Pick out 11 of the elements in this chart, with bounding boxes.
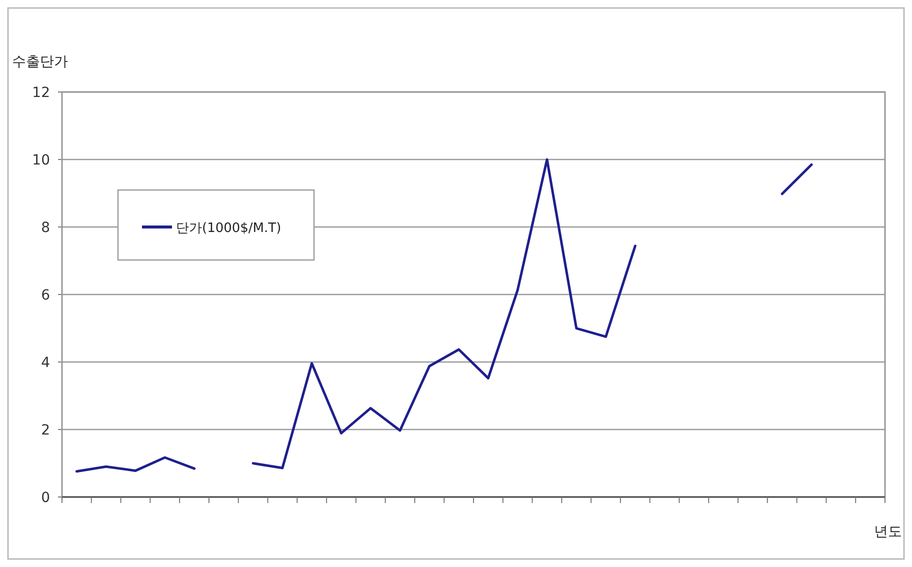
y-tick-label: 6 bbox=[41, 288, 50, 304]
legend-label: 단가(1000$/M.T) bbox=[176, 221, 282, 236]
legend: 단가(1000$/M.T) bbox=[117, 189, 315, 261]
y-tick-label: 0 bbox=[41, 490, 50, 506]
y-tick-label: 4 bbox=[41, 355, 50, 371]
y-axis-title: 수출단가 bbox=[12, 54, 68, 70]
y-tick-label: 10 bbox=[32, 152, 50, 168]
y-tick-label: 2 bbox=[41, 422, 50, 438]
y-tick-label: 12 bbox=[32, 85, 50, 101]
y-tick-label: 8 bbox=[41, 220, 50, 236]
x-axis-title: 년도 bbox=[874, 524, 902, 540]
